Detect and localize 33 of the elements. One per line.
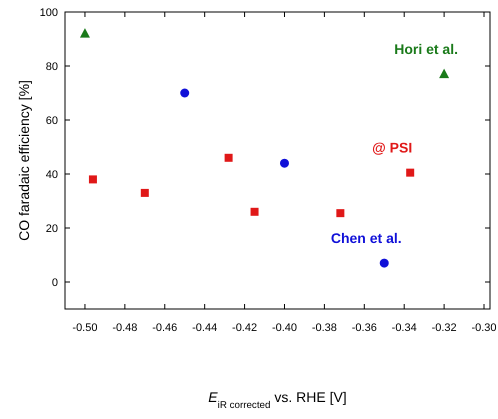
point — [250, 208, 259, 216]
series-label: Hori et al. — [394, 41, 458, 58]
y-tick-label: 100 — [40, 7, 58, 19]
x-tick-label: -0.36 — [352, 322, 377, 334]
y-tick-label: 80 — [46, 61, 58, 73]
point — [88, 175, 97, 184]
y-axis-title: CO faradaic efficiency [%] — [16, 80, 32, 241]
x-tick-label: -0.38 — [312, 322, 337, 334]
point — [439, 68, 450, 78]
x-tick-label: -0.50 — [72, 322, 98, 334]
point — [336, 209, 344, 218]
x-tick-label: -0.40 — [272, 322, 298, 334]
point — [80, 28, 90, 38]
x-axis-title: E$_{iR corrected}$ vs. RHE [V] — [208, 389, 347, 410]
point — [180, 88, 190, 98]
point — [280, 158, 289, 168]
x-tick-label: -0.44 — [192, 322, 218, 334]
y-tick-label: 60 — [46, 115, 58, 127]
series-label: @ PSI — [372, 140, 412, 156]
point — [406, 168, 414, 177]
point — [224, 154, 233, 162]
x-tick-label: -0.46 — [152, 322, 178, 334]
x-tick-label: -0.34 — [392, 322, 417, 334]
x-tick-label: -0.32 — [432, 322, 457, 334]
x-tick-label: -0.42 — [232, 322, 258, 334]
y-tick-label: 40 — [46, 169, 58, 181]
series-label: Chen et al. — [330, 230, 402, 246]
y-tick-label: 0 — [52, 277, 58, 289]
x-tick-label: -0.30 — [471, 322, 497, 334]
y-tick-label: 20 — [46, 223, 58, 235]
point — [380, 258, 389, 268]
x-tick-label: -0.48 — [112, 322, 138, 334]
point — [140, 188, 149, 197]
